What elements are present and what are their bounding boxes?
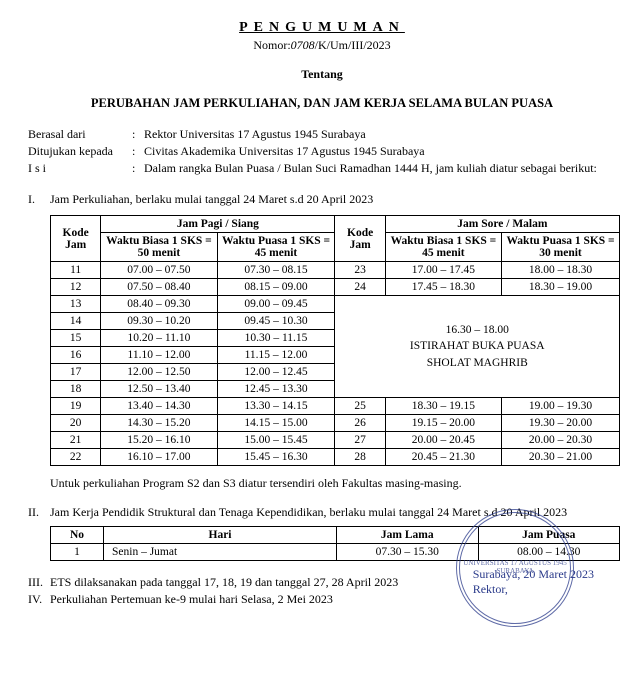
sched-row: 1207.50 – 08.4008.15 – 09.002417.45 – 18… (51, 279, 620, 296)
cell-kode-left: 16 (51, 347, 101, 364)
meta-isi-label: I s i (28, 161, 132, 178)
nomor-prefix: Nomor: (253, 38, 290, 52)
cell-kode-left: 19 (51, 398, 101, 415)
cell-biasa-left: 12.00 – 12.50 (101, 364, 217, 381)
tentang-label: Tentang (28, 67, 616, 82)
cell-kode-left: 17 (51, 364, 101, 381)
break-cell: 16.30 – 18.00 ISTIRAHAT BUKA PUASA SHOLA… (335, 296, 620, 398)
cell-biasa-right: 20.00 – 20.45 (385, 432, 501, 449)
th-sore: Jam Sore / Malam (385, 216, 619, 233)
cell-biasa-left: 14.30 – 15.20 (101, 415, 217, 432)
cell-puasa-left: 09.00 – 09.45 (217, 296, 335, 313)
schedule-table: Kode Jam Jam Pagi / Siang Kode Jam Jam S… (50, 215, 620, 466)
official-stamp: UNIVERSITAS 17 AGUSTUS 1945 SURABAYA (456, 509, 574, 627)
meta-from-label: Berasal dari (28, 127, 132, 144)
cell-kode-right: 23 (335, 262, 385, 279)
cell-kode-right: 24 (335, 279, 385, 296)
cell-biasa-left: 07.00 – 07.50 (101, 262, 217, 279)
cell-puasa-left: 08.15 – 09.00 (217, 279, 335, 296)
th-no: No (51, 527, 104, 544)
cell-biasa-right: 19.15 – 20.00 (385, 415, 501, 432)
cell-kode-left: 15 (51, 330, 101, 347)
cell-biasa-left: 11.10 – 12.00 (101, 347, 217, 364)
cell-biasa-left: 12.50 – 13.40 (101, 381, 217, 398)
section-4-num: IV. (28, 592, 50, 607)
th-biasa50: Waktu Biasa 1 SKS = 50 menit (101, 233, 217, 262)
meta-block: Berasal dari : Rektor Universitas 17 Agu… (28, 127, 601, 178)
cell-biasa-right: 17.45 – 18.30 (385, 279, 501, 296)
cell-biasa-left: 07.50 – 08.40 (101, 279, 217, 296)
cell-biasa-left: 16.10 – 17.00 (101, 449, 217, 466)
cell-kode-left: 18 (51, 381, 101, 398)
section-1: I. Jam Perkuliahan, berlaku mulai tangga… (28, 192, 616, 207)
th-lama: Jam Lama (337, 527, 479, 544)
th-puasa45: Waktu Puasa 1 SKS = 45 menit (217, 233, 335, 262)
cell-puasa-left: 10.30 – 11.15 (217, 330, 335, 347)
meta-to-label: Ditujukan kepada (28, 144, 132, 161)
meta-isi-value: Dalam rangka Bulan Puasa / Bulan Suci Ra… (144, 161, 601, 178)
sched-row: 2216.10 – 17.0015.45 – 16.302820.45 – 21… (51, 449, 620, 466)
stamp-text: UNIVERSITAS 17 AGUSTUS 1945 SURABAYA (460, 560, 570, 575)
cell-puasa-right: 19.00 – 19.30 (502, 398, 620, 415)
cell-puasa-left: 15.45 – 16.30 (217, 449, 335, 466)
cell-puasa-left: 15.00 – 15.45 (217, 432, 335, 449)
cell-puasa-right: 20.30 – 21.00 (502, 449, 620, 466)
cell-puasa-left: 07.30 – 08.15 (217, 262, 335, 279)
nomor-handwritten: 0708 (291, 38, 315, 52)
cell-biasa-right: 20.45 – 21.30 (385, 449, 501, 466)
cell-kode-left: 20 (51, 415, 101, 432)
cell-puasa-left: 12.00 – 12.45 (217, 364, 335, 381)
sched-row: 2014.30 – 15.2014.15 – 15.002619.15 – 20… (51, 415, 620, 432)
work-hari: Senin – Jumat (104, 544, 337, 561)
nomor-suffix: /K/Um/III/2023 (315, 38, 391, 52)
cell-kode-left: 13 (51, 296, 101, 313)
cell-biasa-right: 17.00 – 17.45 (385, 262, 501, 279)
th-hari: Hari (104, 527, 337, 544)
cell-kode-right: 27 (335, 432, 385, 449)
cell-biasa-left: 15.20 – 16.10 (101, 432, 217, 449)
work-no: 1 (51, 544, 104, 561)
cell-kode-left: 22 (51, 449, 101, 466)
cell-biasa-left: 13.40 – 14.30 (101, 398, 217, 415)
cell-biasa-right: 18.30 – 19.15 (385, 398, 501, 415)
doc-subject: PERUBAHAN JAM PERKULIAHAN, DAN JAM KERJA… (28, 96, 616, 111)
th-biasa45: Waktu Biasa 1 SKS = 45 menit (385, 233, 501, 262)
cell-puasa-right: 18.30 – 19.00 (502, 279, 620, 296)
cell-kode-left: 12 (51, 279, 101, 296)
cell-puasa-left: 13.30 – 14.15 (217, 398, 335, 415)
cell-biasa-left: 10.20 – 11.10 (101, 330, 217, 347)
th-pagi: Jam Pagi / Siang (101, 216, 335, 233)
cell-kode-right: 26 (335, 415, 385, 432)
th-kode-right: Kode Jam (335, 216, 385, 262)
sched-row: 1107.00 – 07.5007.30 – 08.152317.00 – 17… (51, 262, 620, 279)
sched-row: 1308.40 – 09.3009.00 – 09.4516.30 – 18.0… (51, 296, 620, 313)
cell-puasa-left: 11.15 – 12.00 (217, 347, 335, 364)
section-2-num: II. (28, 505, 50, 520)
cell-biasa-left: 08.40 – 09.30 (101, 296, 217, 313)
cell-kode-right: 25 (335, 398, 385, 415)
section-3-num: III. (28, 575, 50, 590)
cell-biasa-left: 09.30 – 10.20 (101, 313, 217, 330)
sched-row: 1913.40 – 14.3013.30 – 14.152518.30 – 19… (51, 398, 620, 415)
section-1-num: I. (28, 192, 50, 207)
cell-puasa-left: 12.45 – 13.30 (217, 381, 335, 398)
cell-puasa-right: 19.30 – 20.00 (502, 415, 620, 432)
cell-kode-left: 21 (51, 432, 101, 449)
doc-nomor: Nomor:0708/K/Um/III/2023 (28, 38, 616, 53)
section-1-text: Jam Perkuliahan, berlaku mulai tanggal 2… (50, 192, 616, 207)
cell-kode-left: 11 (51, 262, 101, 279)
meta-to-value: Civitas Akademika Universitas 17 Agustus… (144, 144, 601, 161)
cell-kode-right: 28 (335, 449, 385, 466)
cell-puasa-right: 20.00 – 20.30 (502, 432, 620, 449)
section-1-note: Untuk perkuliahan Program S2 dan S3 diat… (50, 476, 616, 491)
sched-row: 2115.20 – 16.1015.00 – 15.452720.00 – 20… (51, 432, 620, 449)
cell-puasa-left: 14.15 – 15.00 (217, 415, 335, 432)
meta-from-value: Rektor Universitas 17 Agustus 1945 Surab… (144, 127, 601, 144)
cell-kode-left: 14 (51, 313, 101, 330)
th-kode-left: Kode Jam (51, 216, 101, 262)
doc-title: PENGUMUMAN (28, 20, 616, 36)
cell-puasa-left: 09.45 – 10.30 (217, 313, 335, 330)
th-puasa30: Waktu Puasa 1 SKS = 30 menit (502, 233, 620, 262)
cell-puasa-right: 18.00 – 18.30 (502, 262, 620, 279)
